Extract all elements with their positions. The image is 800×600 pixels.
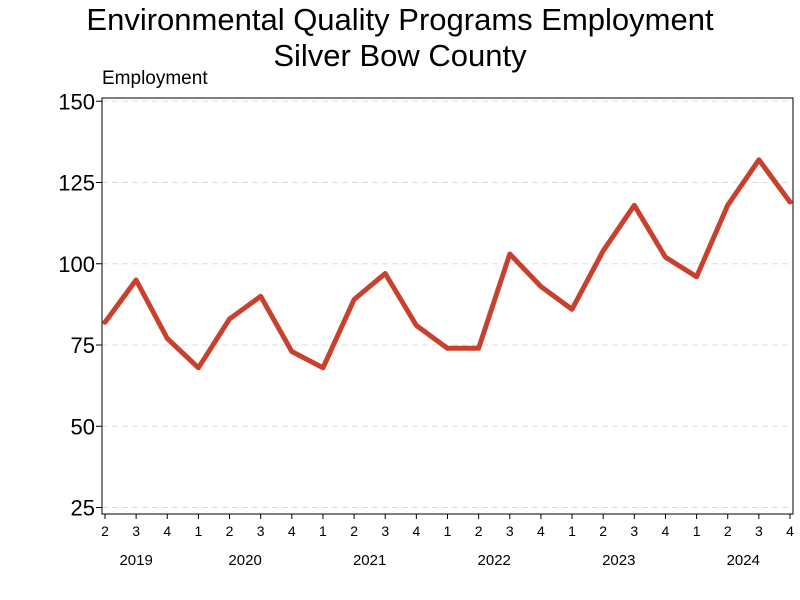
year-label: 2022: [478, 552, 511, 569]
x-tick-label: 1: [693, 523, 701, 539]
x-tick-label: 3: [506, 523, 514, 539]
y-tick-label: 25: [71, 496, 95, 521]
year-label: 2019: [119, 552, 152, 569]
x-tick-label: 4: [662, 523, 670, 539]
x-tick-label: 3: [257, 523, 265, 539]
y-tick-label: 150: [58, 89, 95, 114]
y-tick-label: 125: [58, 171, 95, 196]
x-tick-label: 4: [537, 523, 545, 539]
y-tick-label: 100: [58, 252, 95, 277]
x-tick-label: 3: [381, 523, 389, 539]
y-axis-label: Employment: [102, 68, 208, 89]
x-tick-label: 3: [755, 523, 763, 539]
y-tick-label: 75: [71, 333, 95, 358]
x-tick-label: 3: [630, 523, 638, 539]
x-tick-label: 2: [599, 523, 607, 539]
year-label: 2020: [228, 552, 261, 569]
x-tick-label: 2: [226, 523, 234, 539]
x-tick-label: 1: [444, 523, 452, 539]
x-tick-label: 1: [319, 523, 327, 539]
chart-title: Environmental Quality Programs Employmen…: [86, 2, 714, 37]
x-tick-label: 4: [163, 523, 171, 539]
y-tick-label: 50: [71, 414, 95, 439]
chart-subtitle: Silver Bow County: [273, 38, 527, 73]
x-tick-label: 1: [195, 523, 203, 539]
plot-frame: [101, 97, 794, 515]
year-label: 2024: [727, 552, 760, 569]
x-tick-label: 4: [786, 523, 794, 539]
x-tick-label: 4: [288, 523, 296, 539]
x-tick-label: 4: [412, 523, 420, 539]
x-tick-label: 2: [724, 523, 732, 539]
x-tick-label: 2: [350, 523, 358, 539]
x-tick-label: 1: [568, 523, 576, 539]
year-label: 2021: [353, 552, 386, 569]
series-line: [102, 157, 793, 371]
x-tick-label: 3: [132, 523, 140, 539]
year-label: 2023: [602, 552, 635, 569]
x-tick-label: 2: [101, 523, 109, 539]
x-tick-label: 2: [475, 523, 483, 539]
